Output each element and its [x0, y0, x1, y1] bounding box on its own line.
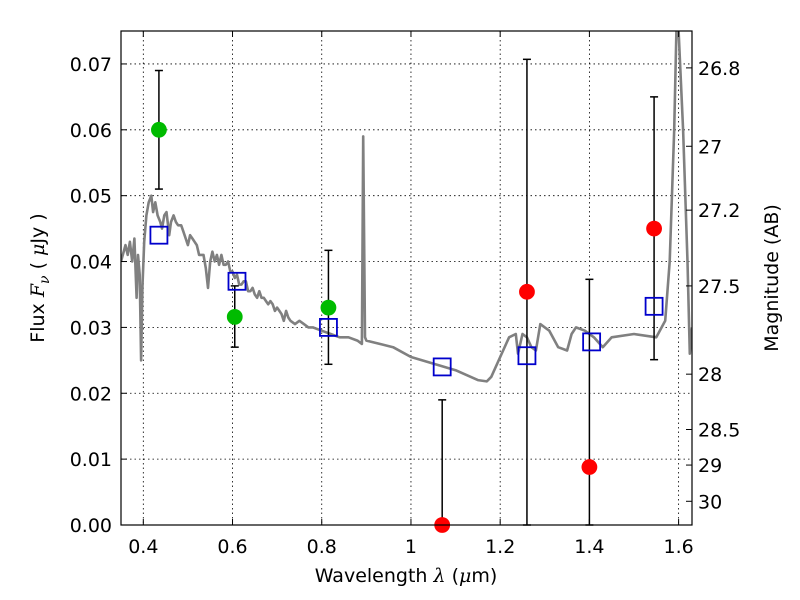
detection-point [226, 308, 243, 325]
plot-frame [120, 30, 693, 526]
y-tick-label: 0.05 [70, 186, 112, 208]
plot-area [121, 31, 692, 533]
right-tick-label: 26.8 [698, 58, 740, 80]
x-tick-label: 0.4 [128, 536, 158, 558]
model-flux-square [432, 357, 452, 377]
y-tick-label: 0.00 [70, 515, 112, 537]
right-tick-label: 28.5 [698, 419, 740, 441]
y-tick-label: 0.03 [70, 317, 112, 339]
y-tick-label: 0.07 [70, 54, 112, 76]
right-tick-label: 27.5 [698, 276, 740, 298]
low-snr-point [581, 459, 598, 475]
x-tick-label: 0.6 [217, 536, 247, 558]
model-flux-square [517, 346, 537, 366]
right-tick-label: 27 [698, 136, 722, 158]
model-sed-line [121, 31, 692, 383]
right-tick-label: 29 [698, 455, 722, 477]
x-axis-label: Wavelength λ (μm) [315, 565, 498, 587]
model-sed-layer [121, 31, 692, 383]
model-flux-square [582, 332, 602, 352]
marks-layer [149, 58, 664, 533]
y-tick-label: 0.04 [70, 252, 112, 274]
x-tick-label: 1.2 [485, 536, 515, 558]
model-flux-square [149, 225, 169, 245]
detection-point [320, 299, 337, 316]
y-axis-label-right: Magnitude (AB) [761, 204, 783, 352]
low-snr-point [519, 283, 535, 300]
right-tick-label: 30 [698, 491, 722, 513]
detection-point [151, 121, 167, 138]
y-tick-label: 0.02 [70, 383, 112, 405]
x-tick-label: 1.6 [664, 536, 694, 558]
model-flux-square [319, 317, 338, 337]
low-snr-point [646, 220, 662, 237]
axis-ticks: 0.4 0.6 0.8 1 1.2 1.4 1.6 0.00 0.01 0.02 0.03 0.04 0… [70, 31, 740, 558]
y-axis-label-left: Flux Fν ( μJy ) [27, 213, 53, 342]
right-tick-label: 28 [698, 364, 722, 386]
x-tick-label: 1 [405, 536, 417, 558]
x-tick-label: 1.4 [574, 536, 604, 558]
right-tick-label: 27.2 [698, 200, 740, 222]
y-tick-label: 0.06 [70, 120, 112, 142]
y-tick-label: 0.01 [70, 449, 112, 471]
x-tick-label: 0.8 [307, 536, 337, 558]
model-flux-square [644, 296, 664, 316]
model-flux-square [227, 271, 247, 291]
